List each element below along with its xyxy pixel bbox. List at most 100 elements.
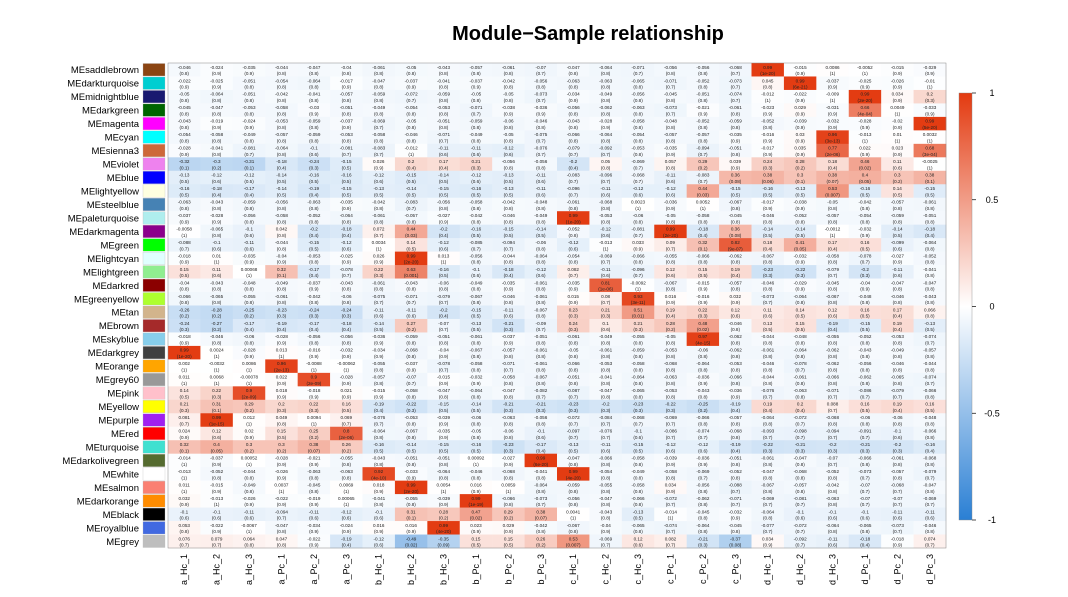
cell-pvalue-label: (0.8)	[244, 85, 254, 90]
heatmap-cell	[751, 399, 785, 414]
heatmap-cell	[427, 224, 461, 239]
cell-pvalue-label: (0.2)	[795, 165, 805, 170]
heatmap-cell	[362, 305, 396, 320]
cell-pvalue-label: (0.8)	[179, 287, 189, 292]
cell-value-label: -0.053	[599, 361, 612, 366]
cell-value-label: -0.071	[502, 361, 515, 366]
cell-pvalue-label: (0.02)	[405, 543, 417, 548]
heatmap-cell	[848, 467, 882, 481]
cell-pvalue-label: (0.9)	[406, 368, 416, 373]
heatmap-cell	[751, 76, 785, 91]
cell-pvalue-label: (0.8)	[763, 489, 773, 494]
cell-pvalue-label: (0.8)	[666, 125, 676, 130]
cell-pvalue-label: (0.5)	[342, 408, 352, 413]
cell-pvalue-label: (0.7)	[212, 543, 222, 548]
cell-value-label: -0.027	[502, 455, 515, 460]
cell-value-label: -0.097	[567, 429, 580, 434]
cell-pvalue-label: (0.1)	[698, 246, 708, 251]
cell-value-label: -0.024	[243, 119, 256, 124]
cell-pvalue-label: (0.8)	[374, 287, 384, 292]
cell-pvalue-label: (0.8)	[406, 112, 416, 117]
cell-value-label: 0.015	[567, 294, 579, 299]
cell-pvalue-label: (0.8)	[406, 125, 416, 130]
heatmap-cell	[719, 170, 752, 185]
cell-pvalue-label: (0.9)	[731, 138, 741, 143]
cell-pvalue-label: (0.9)	[504, 287, 514, 292]
cell-value-label: -0.071	[469, 105, 482, 110]
cell-pvalue-label: (0.7)	[698, 152, 708, 157]
cell-pvalue-label: (0.3)	[568, 408, 578, 413]
heatmap-cell	[394, 480, 428, 495]
heatmap-cell	[427, 63, 461, 77]
cell-value-label: 0.32	[277, 267, 286, 272]
cell-value-label: -0.012	[405, 146, 418, 151]
module-swatch	[142, 359, 166, 373]
color-scale-bar	[958, 92, 973, 521]
cell-pvalue-label: (0.9)	[342, 125, 352, 130]
heatmap-cell	[686, 197, 720, 212]
cell-pvalue-label: (0.6)	[342, 516, 352, 521]
cell-pvalue-label: (0.8)	[925, 489, 935, 494]
cell-value-label: -0.16	[179, 186, 190, 191]
cell-value-label: -0.068	[502, 469, 515, 474]
cell-pvalue-label: (0.8)	[374, 502, 384, 507]
cell-value-label: -0.071	[729, 496, 742, 501]
module-swatch	[142, 413, 166, 427]
cell-pvalue-label: (0.8)	[179, 71, 189, 76]
cell-pvalue-label: (0.8)	[666, 368, 676, 373]
heatmap-cell	[200, 440, 234, 454]
cell-pvalue-label: (0.7)	[860, 394, 870, 399]
heatmap-cell	[362, 143, 396, 158]
heatmap-cell	[783, 63, 817, 77]
heatmap-cell	[168, 157, 201, 172]
heatmap-cell	[427, 305, 461, 320]
heatmap-cell	[200, 521, 234, 535]
heatmap-cell	[654, 345, 687, 360]
cell-value-label: -0.0025	[922, 159, 938, 164]
heatmap-cell	[751, 143, 785, 158]
heatmap-cell	[557, 426, 590, 441]
cell-value-label: -0.04	[600, 523, 611, 528]
cell-pvalue-label: (1)	[408, 152, 414, 157]
cell-pvalue-label: (0.8)	[601, 98, 611, 103]
cell-pvalue-label: (0.9)	[471, 85, 481, 90]
cell-pvalue-label: (0.8)	[795, 219, 805, 224]
cell-pvalue-label: (0.9)	[828, 125, 838, 130]
cell-value-label: -0.067	[469, 294, 482, 299]
cell-pvalue-label: (0.7)	[925, 502, 935, 507]
cell-value-label: -0.055	[372, 361, 385, 366]
cell-value-label: -0.054	[599, 469, 612, 474]
cell-pvalue-label: (0.8)	[893, 368, 903, 373]
cell-pvalue-label: (0.7)	[893, 529, 903, 534]
cell-value-label: -0.18	[925, 226, 936, 231]
heatmap-cell	[913, 130, 947, 145]
heatmap-cell	[265, 116, 298, 131]
cell-value-label: -0.047	[599, 388, 612, 393]
heatmap-row: MEdarkolivegreen -0.014(1)-0.037(0.9)0.00…	[62, 453, 947, 468]
heatmap-cell	[232, 305, 266, 320]
cell-value-label: 0.026	[373, 159, 385, 164]
cell-value-label: -0.073	[891, 523, 904, 528]
cell-pvalue-label: (1e-20)	[566, 219, 581, 224]
cell-value-label: -0.032	[469, 375, 482, 380]
cell-value-label: -0.11	[925, 509, 936, 514]
heatmap-cell	[621, 116, 655, 131]
cell-value-label: -0.043	[178, 119, 191, 124]
cell-value-label: 0.82	[731, 240, 740, 245]
cell-pvalue-label: (0.8)	[828, 354, 838, 359]
cell-pvalue-label: (0.8)	[666, 98, 676, 103]
heatmap-cell	[362, 372, 396, 387]
cell-value-label: -0.052	[858, 334, 871, 339]
cell-pvalue-label: (0.8)	[439, 98, 449, 103]
cell-value-label: -0.055	[599, 482, 612, 487]
cell-value-label: -0.25	[244, 307, 255, 312]
heatmap-cell	[394, 453, 428, 468]
cell-pvalue-label: (0.5)	[439, 179, 449, 184]
heatmap-cell	[783, 211, 817, 225]
heatmap-cell	[848, 318, 882, 333]
heatmap-cell	[589, 399, 623, 414]
heatmap-cell	[751, 103, 785, 118]
cell-pvalue-label: (0.8)	[666, 71, 676, 76]
heatmap-cell	[881, 143, 914, 158]
heatmap-cell	[459, 197, 493, 212]
